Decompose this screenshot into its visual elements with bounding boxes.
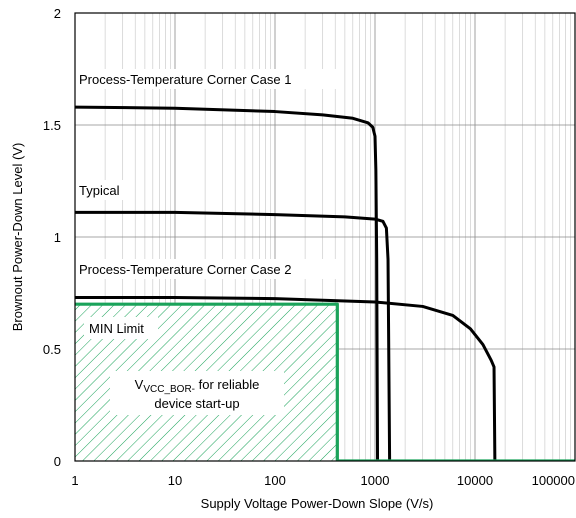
y-tick-label: 2 [54, 6, 61, 21]
x-tick-labels: 1 10 100 1000 10000 100000 [71, 473, 575, 488]
y-tick-label: 0.5 [43, 342, 61, 357]
vcc-subscript: VCC_BOR- [143, 384, 195, 395]
annotation-vcc-line1: VVCC_BOR- for reliable [135, 377, 260, 395]
x-tick-label: 1000 [361, 473, 390, 488]
series-line-4 [75, 302, 575, 461]
annotation-vcc-line2: device start-up [154, 396, 239, 411]
annotation-typical: Typical [77, 180, 133, 200]
annotation-case1-text: Process-Temperature Corner Case 1 [79, 72, 291, 87]
x-tick-label: 10 [168, 473, 182, 488]
annotation-vcc-bg [110, 371, 284, 415]
annotation-min-limit-text: MIN Limit [89, 321, 144, 336]
y-tick-label: 0 [54, 454, 61, 469]
x-tick-label: 100000 [532, 473, 575, 488]
series-line-2 [75, 210, 392, 461]
annotation-case1-bg [77, 69, 343, 89]
annotation-case1: Process-Temperature Corner Case 1 [77, 69, 343, 89]
y-axis-label: Brownout Power-Down Level (V) [10, 143, 25, 332]
x-tick-label: 10000 [457, 473, 493, 488]
annotation-vcc-bor: VVCC_BOR- for reliable device start-up [110, 371, 284, 415]
y-tick-label: 1 [54, 230, 61, 245]
y-tick-labels: 0 0.5 1 1.5 2 [43, 6, 61, 469]
annotation-case2-bg [77, 259, 343, 279]
plot-frame [74, 12, 576, 462]
x-tick-label: 100 [264, 473, 286, 488]
annotation-case2-text: Process-Temperature Corner Case 2 [79, 262, 291, 277]
annotation-min-limit: MIN Limit [84, 317, 158, 339]
annotation-typical-text: Typical [79, 183, 120, 198]
annotation-case2: Process-Temperature Corner Case 2 [77, 259, 343, 279]
x-tick-label: 1 [71, 473, 78, 488]
vcc-main: V [135, 377, 144, 392]
x-axis-label: Supply Voltage Power-Down Slope (V/s) [201, 496, 434, 511]
vcc-rest: for reliable [195, 377, 259, 392]
series-line-3 [75, 295, 497, 461]
series-group [75, 105, 575, 461]
annotation-typical-bg [77, 180, 133, 200]
y-tick-label: 1.5 [43, 118, 61, 133]
series-line-1 [75, 105, 380, 461]
annotation-min-limit-bg [84, 317, 158, 339]
